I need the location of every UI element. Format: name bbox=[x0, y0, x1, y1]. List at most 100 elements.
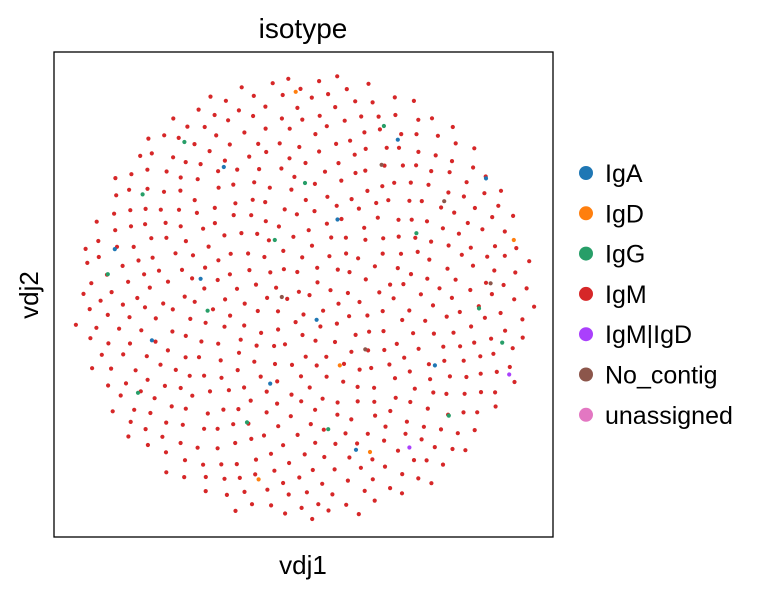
data-point-igm bbox=[493, 390, 498, 395]
data-point-igm bbox=[248, 398, 253, 403]
data-point-igm bbox=[237, 475, 242, 480]
data-point-igm bbox=[178, 224, 183, 229]
data-point-igm bbox=[532, 304, 537, 309]
data-point-igm bbox=[190, 276, 195, 281]
data-point-igm bbox=[356, 206, 361, 211]
data-point-igm bbox=[96, 254, 101, 260]
data-point-igm bbox=[514, 246, 519, 251]
data-point-igm bbox=[345, 290, 350, 296]
data-point-igm bbox=[386, 198, 391, 203]
data-point-igm bbox=[407, 198, 412, 203]
data-point-igm bbox=[308, 422, 313, 427]
data-point-igm bbox=[303, 160, 308, 166]
data-point-igm bbox=[165, 279, 171, 284]
data-point-iga bbox=[314, 317, 319, 322]
data-point-igm bbox=[425, 406, 430, 411]
data-point-igm bbox=[252, 359, 257, 364]
data-point-igm bbox=[344, 251, 349, 256]
data-point-igm bbox=[94, 219, 99, 224]
data-point-igm bbox=[223, 98, 228, 103]
data-point-igm bbox=[286, 76, 291, 81]
data-point-igm bbox=[449, 295, 454, 300]
data-point-igm bbox=[342, 118, 347, 123]
data-point-igm bbox=[298, 86, 303, 91]
data-point-igd bbox=[511, 237, 516, 243]
data-point-igm-igd bbox=[407, 445, 412, 450]
data-point-igm bbox=[251, 93, 256, 98]
data-point-igm bbox=[242, 489, 247, 494]
data-point-igm bbox=[110, 409, 115, 414]
data-point-no-contig bbox=[488, 281, 493, 286]
data-point-igm bbox=[295, 269, 300, 275]
data-point-igm bbox=[335, 412, 340, 417]
data-point-igm bbox=[145, 442, 150, 448]
data-point-igm bbox=[171, 155, 176, 160]
data-point-igm bbox=[335, 74, 340, 79]
data-point-igm bbox=[498, 310, 503, 316]
data-point-igm bbox=[359, 114, 364, 119]
data-point-igm bbox=[215, 426, 220, 431]
data-point-igm bbox=[253, 457, 259, 462]
data-point-igm bbox=[109, 366, 114, 371]
data-point-igm bbox=[120, 263, 125, 268]
data-point-igm bbox=[472, 428, 477, 433]
data-point-igm bbox=[158, 362, 163, 367]
data-point-igm bbox=[431, 390, 436, 395]
data-point-igm bbox=[355, 399, 360, 404]
data-point-igg bbox=[500, 340, 505, 345]
data-point-igm bbox=[492, 268, 497, 273]
data-point-igm bbox=[147, 285, 152, 290]
data-point-igm bbox=[201, 462, 206, 467]
data-point-igm bbox=[468, 245, 473, 250]
data-point-igm bbox=[216, 341, 221, 346]
data-point-igm bbox=[173, 251, 178, 256]
data-point-igm bbox=[507, 364, 512, 370]
data-point-igm bbox=[396, 217, 401, 222]
data-point-igm bbox=[90, 366, 95, 371]
data-point-igm bbox=[196, 107, 201, 112]
data-point-iga bbox=[268, 381, 273, 386]
data-point-igm bbox=[288, 414, 293, 419]
data-point-igm bbox=[512, 297, 517, 302]
data-point-igm bbox=[464, 180, 469, 185]
plot-frame bbox=[53, 51, 554, 538]
data-point-igm bbox=[81, 291, 86, 296]
data-point-igm bbox=[96, 238, 101, 244]
data-point-igm bbox=[307, 385, 312, 390]
data-point-igm bbox=[324, 374, 329, 379]
data-point-igm bbox=[480, 227, 485, 232]
data-point-igm bbox=[287, 126, 292, 131]
data-point-igm bbox=[264, 410, 269, 415]
data-point-igm bbox=[272, 468, 277, 473]
data-point-igm bbox=[463, 448, 468, 453]
data-point-igm bbox=[493, 404, 498, 409]
data-point-igm bbox=[349, 349, 354, 354]
data-point-igm bbox=[393, 112, 398, 118]
data-point-igm bbox=[149, 151, 154, 156]
data-point-igm bbox=[388, 282, 393, 287]
data-point-igm bbox=[287, 156, 292, 161]
data-point-igm bbox=[318, 324, 323, 329]
data-point-igm bbox=[461, 194, 466, 199]
data-point-igm bbox=[249, 213, 254, 218]
data-point-igm bbox=[164, 235, 169, 240]
data-point-igm bbox=[263, 104, 268, 109]
data-point-igm bbox=[372, 399, 377, 404]
data-point-igm bbox=[178, 188, 183, 193]
data-point-igm bbox=[143, 206, 148, 211]
data-point-igm bbox=[112, 211, 117, 216]
data-point-igm bbox=[363, 237, 368, 242]
data-point-igm bbox=[259, 330, 264, 335]
data-point-igm bbox=[176, 207, 182, 212]
data-point-igm bbox=[106, 341, 111, 346]
data-point-igm bbox=[437, 286, 442, 291]
data-point-igm bbox=[206, 244, 211, 249]
data-point-igm bbox=[235, 167, 240, 172]
data-point-igm bbox=[275, 401, 280, 406]
data-point-iga bbox=[395, 137, 400, 142]
data-point-igm bbox=[330, 492, 335, 497]
data-point-igm bbox=[381, 329, 386, 334]
data-point-igm bbox=[208, 94, 213, 99]
data-point-igm bbox=[423, 318, 428, 323]
data-point-igm bbox=[170, 329, 175, 334]
